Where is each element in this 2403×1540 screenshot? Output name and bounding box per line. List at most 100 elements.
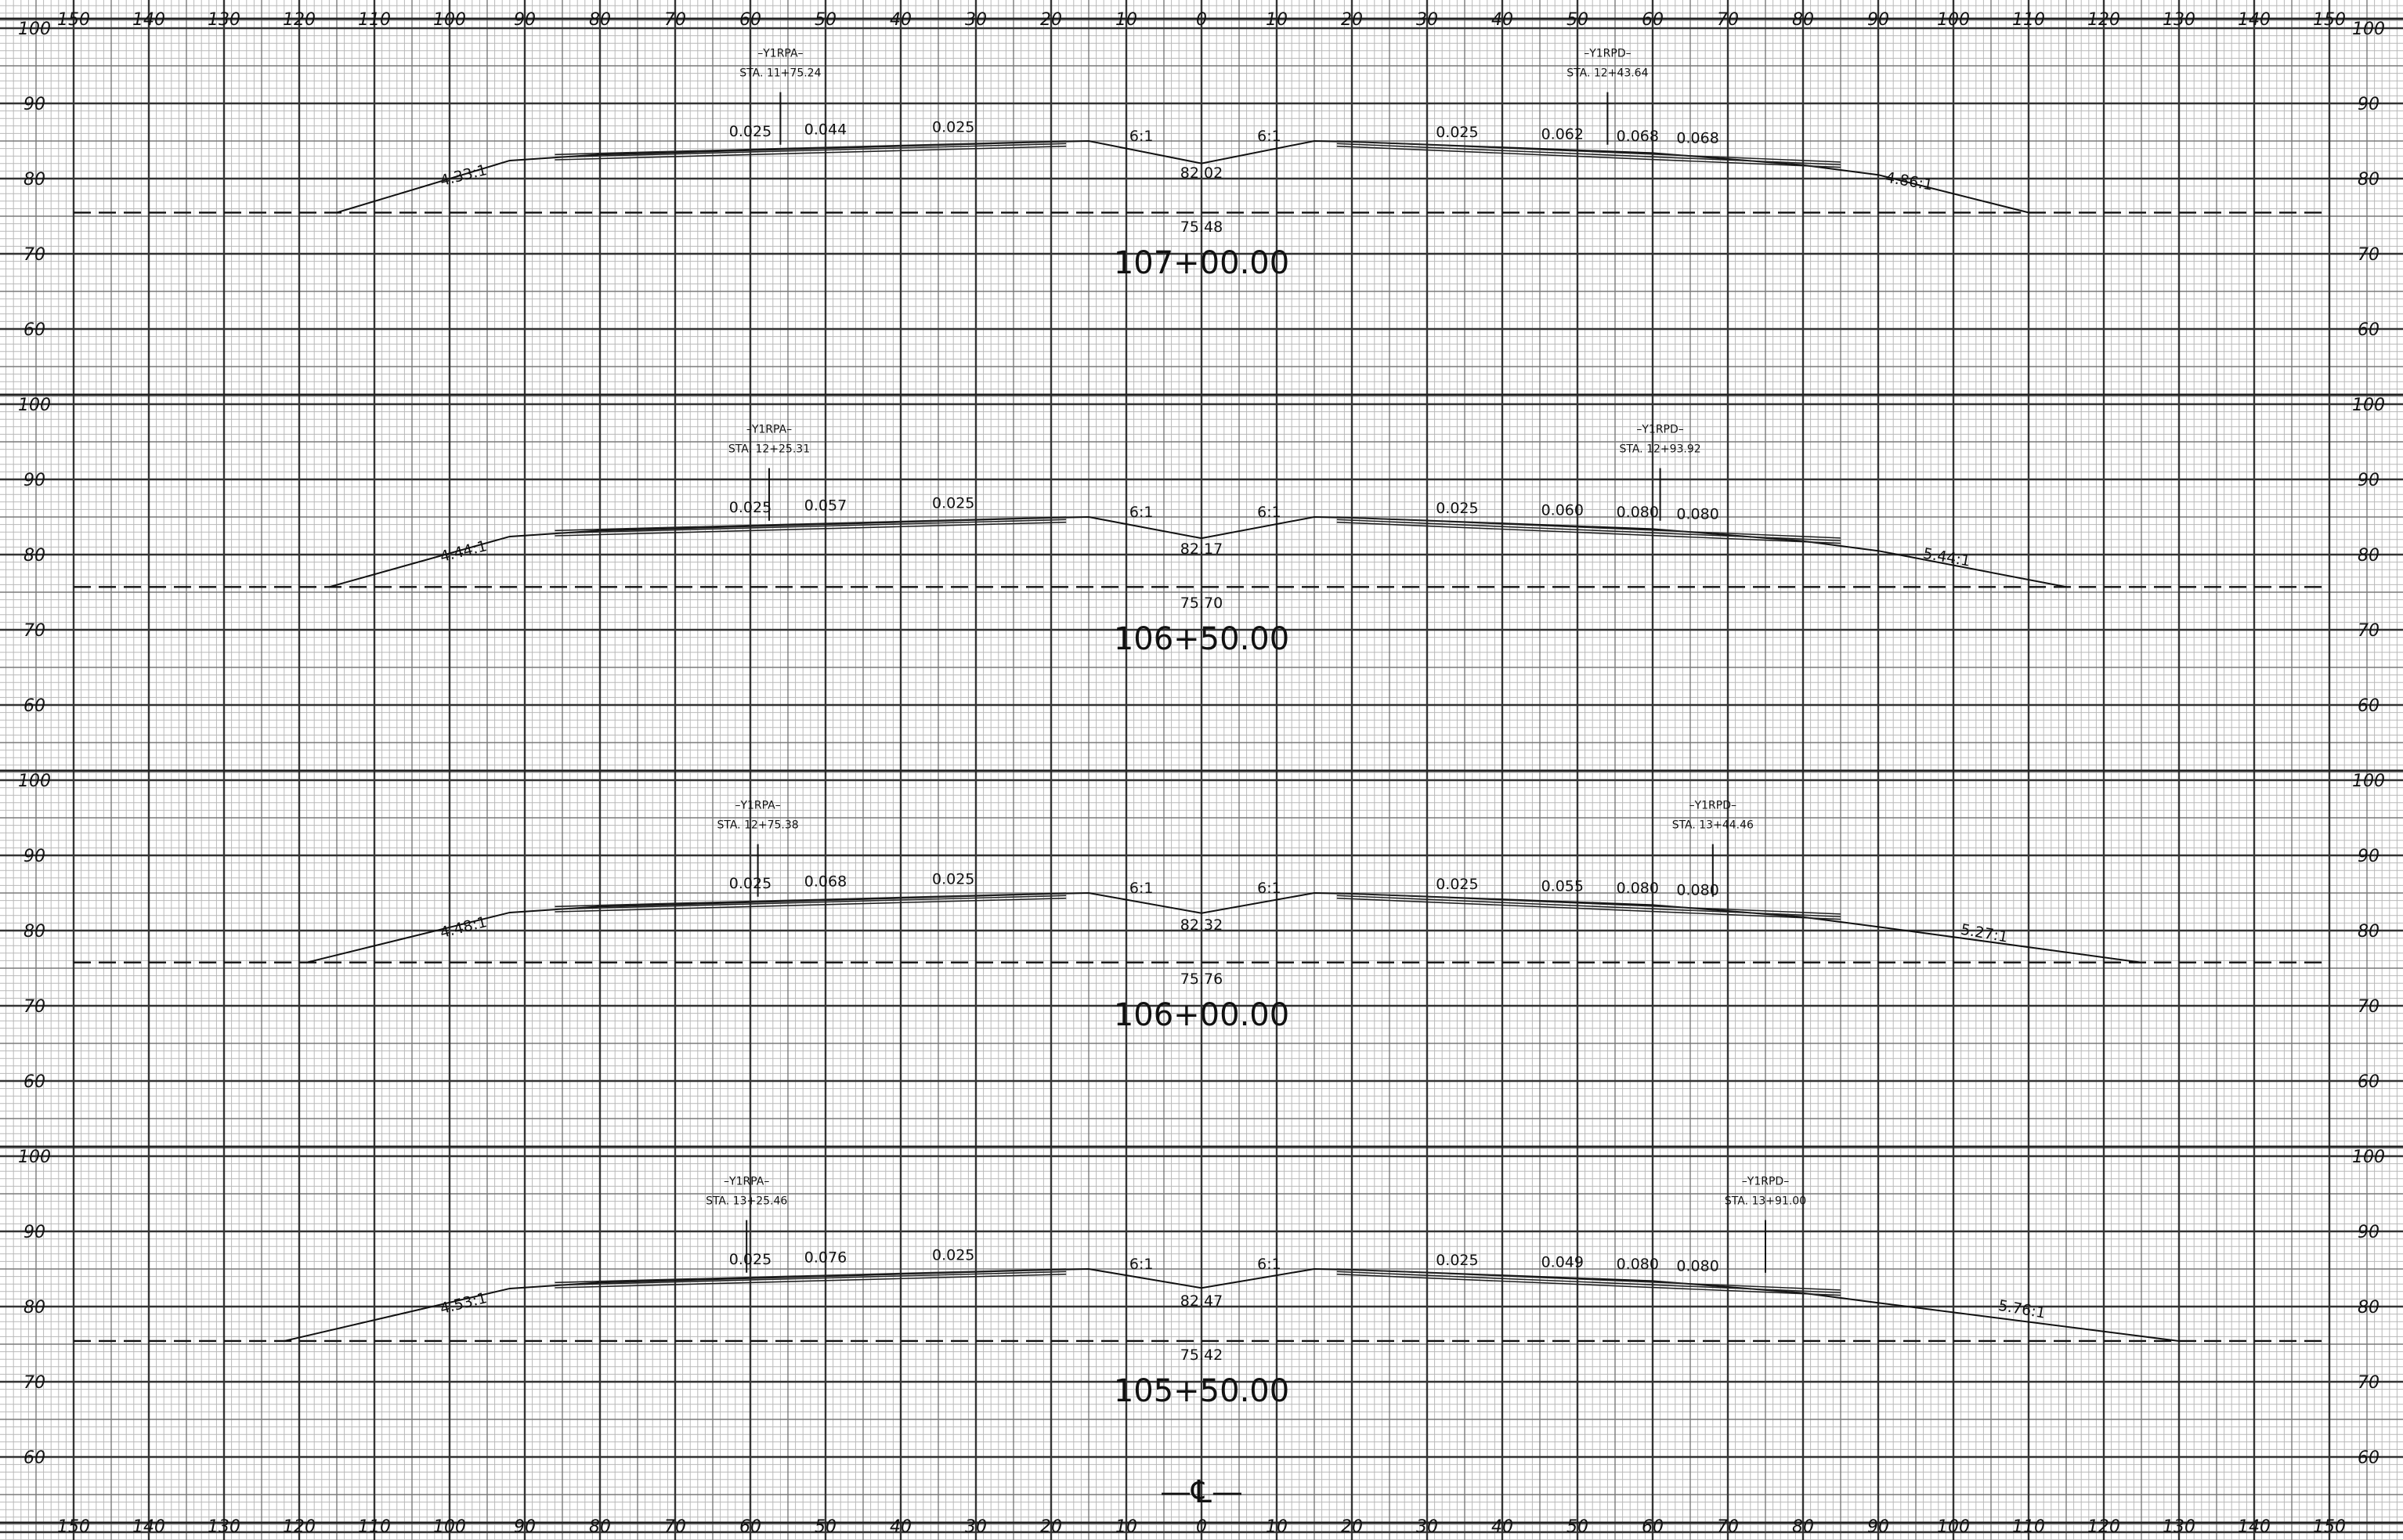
offset-tick-label: 150: [2313, 10, 2346, 30]
offset-tick-label: 100: [1937, 1517, 1970, 1537]
cross-section: –Y1RPA– STA. 12+25.31 –Y1RPD– STA. 12+93.92…: [74, 423, 2329, 657]
axis-tick-labels: 1501501401401301301201201101101001009090…: [18, 10, 2385, 1537]
offset-tick-label: 0: [1196, 10, 1207, 30]
station-label: 106+00.00: [1114, 997, 1289, 1033]
grade-label: 0.062: [1541, 126, 1584, 143]
offset-tick-label: 130: [2163, 1517, 2195, 1537]
offset-tick-label: 30: [965, 10, 987, 30]
elevation-tick-label: 90: [23, 95, 45, 114]
offset-tick-label: 40: [890, 1517, 912, 1537]
grade-label: 0.025: [1436, 876, 1478, 893]
pavement-layer: [555, 140, 1067, 156]
offset-tick-label: 80: [1792, 10, 1814, 30]
ground-elevation: 75.76: [1180, 971, 1223, 988]
offset-tick-label: 30: [1416, 10, 1438, 30]
offset-tick-label: 40: [1491, 10, 1513, 30]
elevation-tick-label: 90: [2358, 471, 2380, 490]
elevation-tick-label: 60: [2358, 696, 2380, 716]
centerline-elevation: 82.32: [1180, 916, 1223, 934]
centerline-elevation: 82.17: [1180, 540, 1223, 558]
elevation-tick-label: 70: [23, 1373, 45, 1393]
grade-label: 0.044: [804, 121, 847, 138]
offset-tick-label: 30: [965, 1517, 987, 1537]
offset-tick-label: 100: [433, 10, 466, 30]
offset-tick-label: 10: [1115, 1517, 1137, 1537]
offset-tick-label: 10: [1266, 10, 1288, 30]
offset-tick-label: 70: [1717, 10, 1739, 30]
centerline-elevation: 82.47: [1180, 1292, 1223, 1310]
pavement-layer: [1336, 897, 1841, 920]
elevation-tick-label: 60: [23, 320, 45, 340]
pavement-layer: [555, 1271, 1067, 1286]
elevation-tick-label: 100: [2352, 1148, 2385, 1167]
offset-tick-label: 100: [1937, 10, 1970, 30]
pavement-layer: [1336, 516, 1841, 539]
reference-name: –Y1RPA–: [724, 1175, 769, 1188]
offset-tick-label: 110: [358, 1517, 391, 1537]
reference-name: –Y1RPD–: [1742, 1175, 1789, 1188]
pavement-layer: [1336, 1268, 1841, 1291]
offset-tick-label: 50: [815, 1517, 837, 1537]
pavement-layer: [555, 521, 1067, 537]
offset-tick-label: 100: [433, 1517, 466, 1537]
pavement-layer: [555, 143, 1067, 158]
elevation-tick-label: 70: [2358, 621, 2380, 641]
offset-tick-label: 70: [664, 10, 686, 30]
offset-tick-label: 60: [1642, 10, 1664, 30]
offset-tick-label: 110: [2012, 10, 2045, 30]
left-slope-ratio: 4.33:1: [439, 161, 489, 190]
pavement-layer: [1336, 143, 1841, 166]
pavement-layer: [555, 1273, 1067, 1289]
elevation-tick-label: 100: [2352, 396, 2385, 415]
offset-tick-label: 10: [1266, 1517, 1288, 1537]
offset-tick-label: 50: [815, 10, 837, 30]
right-ditch-slope: 6:1: [1257, 504, 1281, 521]
elevation-tick-label: 80: [2358, 170, 2380, 190]
offset-tick-label: 120: [2087, 1517, 2120, 1537]
offset-tick-label: 140: [2238, 10, 2271, 30]
grade-label: 0.025: [932, 870, 974, 887]
elevation-tick-label: 100: [18, 1148, 51, 1167]
elevation-tick-label: 60: [2358, 320, 2380, 340]
offset-tick-label: 60: [739, 1517, 761, 1537]
elevation-tick-label: 100: [2352, 772, 2385, 791]
offset-tick-label: 40: [1491, 1517, 1513, 1537]
grade-label: 0.060: [1541, 502, 1584, 519]
pavement-layer: [1336, 140, 1841, 163]
elevation-tick-label: 90: [23, 471, 45, 490]
left-slope-ratio: 4.48:1: [439, 913, 489, 942]
offset-tick-label: 50: [1566, 10, 1588, 30]
reference-name: –Y1RPA–: [757, 47, 803, 60]
reference-station: STA. 13+25.46: [706, 1195, 787, 1207]
elevation-tick-label: 80: [23, 546, 45, 566]
offset-tick-label: 60: [1642, 1517, 1664, 1537]
grade-label: 0.025: [729, 499, 771, 516]
elevation-tick-label: 100: [2352, 20, 2385, 39]
elevation-tick-label: 70: [23, 621, 45, 641]
elevation-tick-label: 70: [2358, 1373, 2380, 1393]
reference-name: –Y1RPD–: [1689, 799, 1736, 812]
offset-tick-label: 50: [1566, 1517, 1588, 1537]
reference-name: –Y1RPD–: [1636, 423, 1683, 436]
elevation-tick-label: 70: [2358, 245, 2380, 265]
reference-station: STA. 12+25.31: [728, 443, 810, 455]
reference-station: STA. 13+91.00: [1725, 1195, 1806, 1207]
offset-tick-label: 140: [2238, 1517, 2271, 1537]
right-ditch-slope: 6:1: [1257, 128, 1281, 145]
offset-tick-label: 150: [57, 1517, 90, 1537]
left-ditch-slope: 6:1: [1129, 1256, 1154, 1273]
elevation-tick-label: 100: [18, 396, 51, 415]
reference-name: –Y1RPD–: [1584, 47, 1631, 60]
ground-elevation: 75.48: [1180, 219, 1223, 236]
left-ditch-slope: 6:1: [1129, 504, 1154, 521]
left-slope-ratio: 4.44:1: [439, 537, 489, 566]
elevation-tick-label: 80: [2358, 922, 2380, 942]
cross-section: –Y1RPA– STA. 12+75.38 –Y1RPD– STA. 13+44.46…: [74, 799, 2329, 1033]
offset-tick-label: 150: [57, 10, 90, 30]
pavement-layer: [1336, 895, 1841, 918]
offset-tick-label: 120: [283, 1517, 316, 1537]
elevation-tick-label: 90: [2358, 847, 2380, 866]
offset-tick-label: 20: [1040, 1517, 1062, 1537]
station-label: 107+00.00: [1114, 245, 1289, 281]
offset-tick-label: 130: [208, 1517, 240, 1537]
